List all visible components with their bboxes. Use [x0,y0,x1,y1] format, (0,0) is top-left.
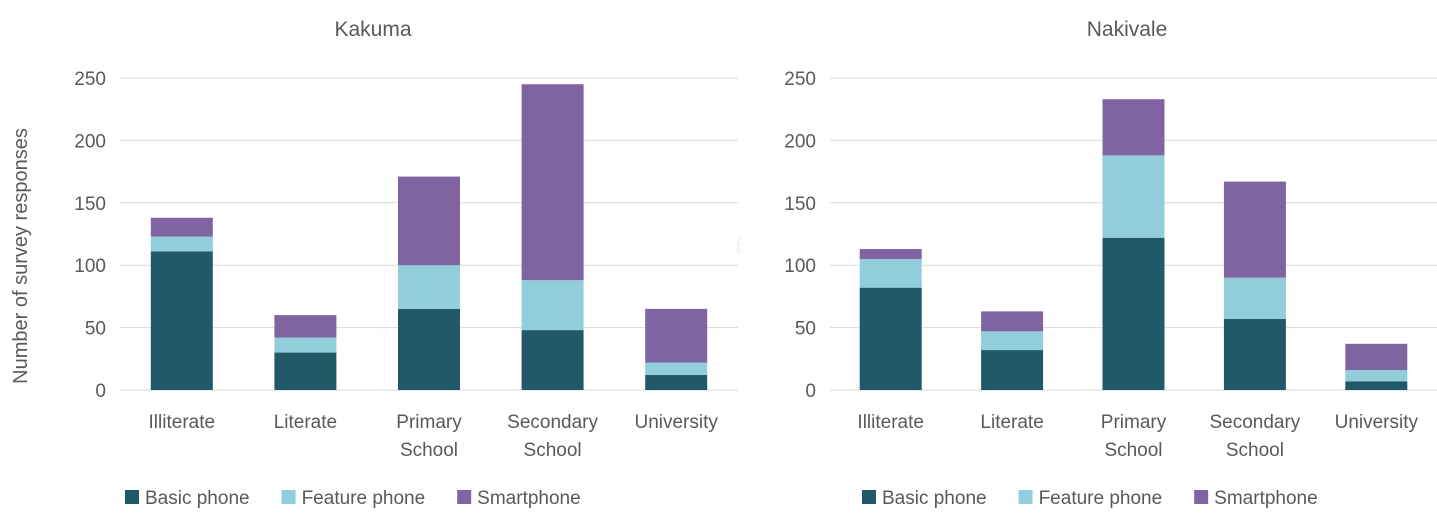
chart-title-nakivale: Nakivale [1087,18,1168,41]
bar-kakuma-0-feature-phone [150,236,213,252]
category-label-nakivale-2: Primary School [1101,412,1167,461]
bar-kakuma-4-basic-phone [645,375,708,390]
category-label-kakuma-0: Illiterate [149,412,216,433]
legend-label-nakivale-1: Feature phone [1039,488,1163,509]
y-tick-label-kakuma-200: 200 [74,131,106,152]
bar-kakuma-2-smartphone [398,176,460,266]
y-tick-label-kakuma-50: 50 [85,319,106,340]
bar-kakuma-4-feature-phone [645,362,708,376]
bar-nakivale-3-feature-phone [1223,277,1286,319]
legend-swatch-kakuma-1 [281,490,296,504]
y-tick-label-kakuma-250: 250 [74,69,106,90]
bar-nakivale-2-smartphone [1102,99,1165,156]
legend-swatch-nakivale-0 [862,490,876,504]
bar-nakivale-4-smartphone [1345,343,1408,371]
y-tick-label-kakuma-100: 100 [74,256,106,277]
bar-kakuma-0-basic-phone [150,251,213,390]
bar-kakuma-3-smartphone [521,84,584,281]
chart-nakivale: Nakivale 0 50 100 150 200 250 Illiterate Literat… [784,18,1437,509]
bar-nakivale-2-basic-phone [1102,237,1165,390]
y-axis-title: Number of survey responses [10,128,32,384]
legend-label-nakivale-0: Basic phone [882,488,987,509]
legend-swatch-nakivale-1 [1018,490,1033,504]
legend-swatch-kakuma-0 [125,490,139,504]
y-tick-label-kakuma-0: 0 [95,381,106,402]
bar-nakivale-3-basic-phone [1223,318,1286,390]
legend-swatch-kakuma-2 [457,490,472,504]
bar-kakuma-3-feature-phone [521,280,584,331]
y-tick-label-nakivale-150: 150 [784,194,816,215]
bar-kakuma-4-smartphone [645,308,708,363]
category-label-kakuma-1: Literate [274,412,337,433]
bar-nakivale-4-feature-phone [1345,370,1408,382]
category-label-kakuma-3: Secondary School [507,412,598,461]
y-tick-label-kakuma-150: 150 [74,194,106,215]
category-label-nakivale-3: Secondary School [1209,412,1300,461]
bar-kakuma-0-smartphone [150,217,213,237]
legend-label-kakuma-0: Basic phone [145,488,250,509]
legend-label-kakuma-2: Smartphone [477,488,581,509]
bar-nakivale-1-feature-phone [981,331,1044,351]
chart-kakuma: Kakuma 0 50 100 150 200 250 Illiterate Literate P… [74,18,738,509]
bar-kakuma-2-feature-phone [398,265,460,309]
bar-nakivale-1-smartphone [981,311,1044,332]
legend-label-kakuma-1: Feature phone [302,488,426,509]
bar-nakivale-4-basic-phone [1345,381,1408,390]
category-label-kakuma-2: Primary School [396,412,462,461]
legend-swatch-nakivale-2 [1194,490,1209,504]
bar-nakivale-1-basic-phone [981,350,1044,390]
bar-kakuma-1-feature-phone [274,337,337,353]
stray-glyph: f [735,233,743,258]
bar-nakivale-0-feature-phone [859,258,922,288]
y-tick-label-nakivale-200: 200 [784,131,816,152]
category-label-nakivale-4: University [1335,412,1419,433]
category-label-nakivale-0: Illiterate [857,412,924,433]
bar-nakivale-0-smartphone [859,248,922,259]
category-label-nakivale-1: Literate [980,412,1043,433]
bar-kakuma-3-basic-phone [521,330,584,390]
chart-title-kakuma: Kakuma [334,18,411,41]
y-tick-label-nakivale-50: 50 [795,319,816,340]
y-tick-label-nakivale-100: 100 [784,256,816,277]
bar-nakivale-2-feature-phone [1102,155,1165,238]
bar-kakuma-1-smartphone [274,315,337,338]
category-label-kakuma-4: University [634,412,718,433]
bar-nakivale-3-smartphone [1223,181,1286,278]
y-tick-label-nakivale-250: 250 [784,69,816,90]
bar-kakuma-2-basic-phone [398,308,460,390]
bar-nakivale-0-basic-phone [859,287,922,390]
y-tick-label-nakivale-0: 0 [805,381,816,402]
legend-label-nakivale-2: Smartphone [1214,488,1318,509]
bar-kakuma-1-basic-phone [274,352,337,390]
